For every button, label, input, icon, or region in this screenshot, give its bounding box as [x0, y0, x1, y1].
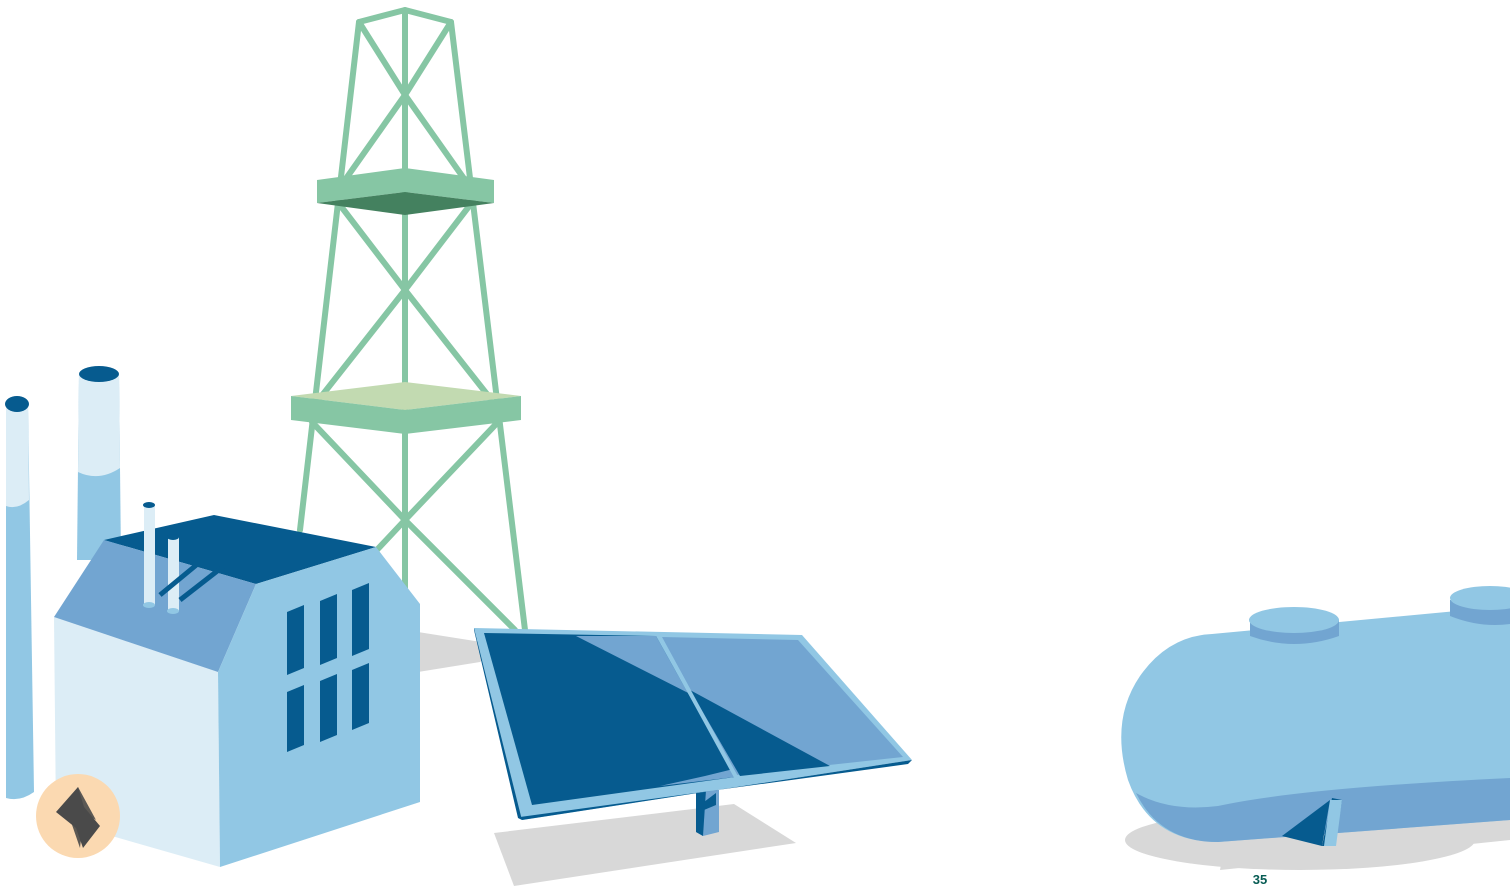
smokestack-left [5, 396, 34, 800]
tower-lower-platform [291, 382, 521, 434]
lattice-tower [297, 7, 528, 643]
lightning-bolt-icon [36, 774, 120, 858]
storage-tank [1121, 586, 1510, 846]
solar-panel-shadow [494, 804, 796, 886]
smokestack-right [77, 366, 121, 560]
factory-windows [287, 583, 369, 752]
page-number: 35 [1252, 874, 1268, 886]
tower-upper-platform [317, 168, 494, 215]
solar-panel [474, 628, 912, 836]
